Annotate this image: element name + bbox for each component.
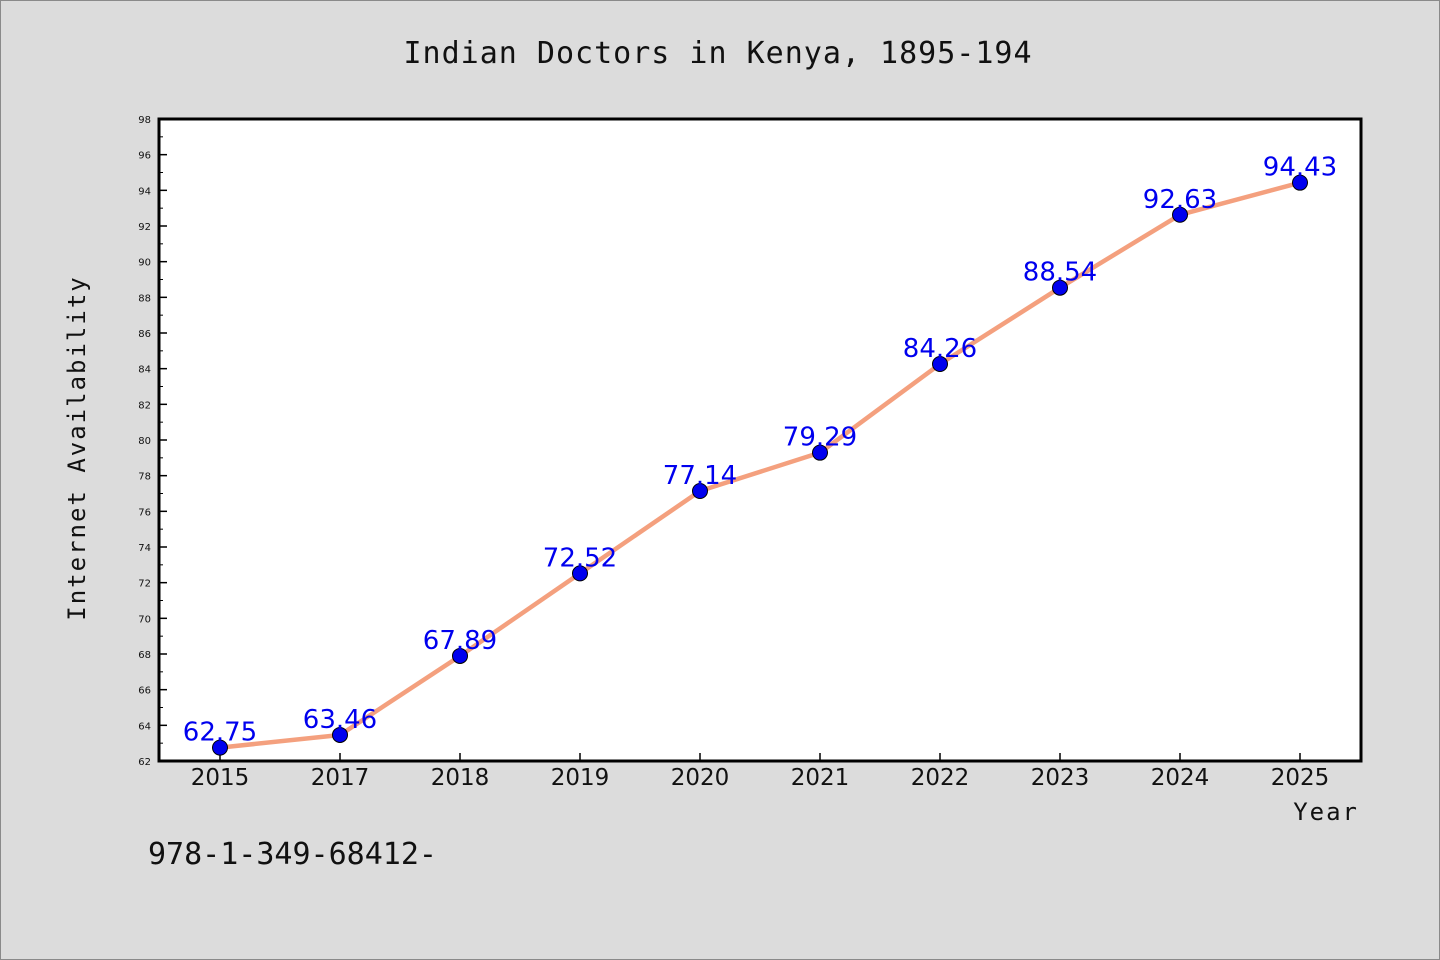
isbn-text: 978-1-349-68412- bbox=[148, 837, 437, 872]
y-tick-label: 92 bbox=[138, 222, 151, 233]
y-tick-label: 80 bbox=[138, 436, 151, 447]
x-tick-label: 2023 bbox=[1031, 765, 1090, 791]
data-label: 63.46 bbox=[303, 705, 377, 735]
y-tick-label: 62 bbox=[138, 757, 151, 768]
data-label: 77.14 bbox=[663, 461, 737, 491]
data-label: 79.29 bbox=[783, 423, 857, 453]
chart-title: Indian Doctors in Kenya, 1895-194 bbox=[403, 36, 1032, 71]
data-labels: 62.75 63.46 67.89 72.52 77.14 79.29 84.26 88.54… bbox=[183, 153, 1337, 748]
data-points bbox=[212, 174, 1308, 756]
x-axis-ticks: 2015 2017 2018 2019 2020 2021 2022 2023 2024 2025 bbox=[191, 753, 1330, 791]
data-point bbox=[572, 565, 588, 582]
y-tick-label: 64 bbox=[138, 721, 151, 732]
y-tick-label: 76 bbox=[138, 507, 151, 518]
data-point bbox=[812, 444, 828, 461]
data-point bbox=[332, 726, 348, 743]
y-tick-label: 88 bbox=[138, 293, 151, 304]
data-label: 84.26 bbox=[903, 334, 977, 364]
y-tick-label: 66 bbox=[138, 686, 151, 697]
x-tick-label: 2020 bbox=[671, 765, 730, 791]
data-point bbox=[212, 739, 228, 756]
data-label: 67.89 bbox=[423, 626, 497, 656]
data-label: 88.54 bbox=[1023, 258, 1097, 288]
y-tick-label: 96 bbox=[138, 151, 151, 162]
data-point bbox=[1292, 174, 1308, 191]
x-tick-label: 2021 bbox=[791, 765, 850, 791]
x-tick-label: 2022 bbox=[911, 765, 970, 791]
x-tick-label: 2024 bbox=[1151, 765, 1210, 791]
y-tick-label: 82 bbox=[138, 400, 151, 411]
x-axis-label: Year bbox=[1293, 798, 1359, 826]
y-tick-label: 72 bbox=[138, 579, 151, 590]
x-tick-label: 2018 bbox=[431, 765, 490, 791]
y-tick-label: 94 bbox=[138, 186, 151, 197]
x-tick-label: 2015 bbox=[191, 765, 250, 791]
data-point bbox=[1172, 206, 1188, 223]
data-point bbox=[932, 356, 948, 373]
y-tick-label: 74 bbox=[138, 543, 151, 554]
x-tick-label: 2017 bbox=[311, 765, 370, 791]
data-label: 62.75 bbox=[183, 718, 257, 748]
y-tick-label: 86 bbox=[138, 329, 151, 340]
x-tick-label: 2019 bbox=[551, 765, 610, 791]
y-tick-label: 78 bbox=[138, 472, 151, 483]
data-point bbox=[692, 483, 708, 500]
data-point bbox=[452, 647, 468, 664]
data-point bbox=[1052, 279, 1068, 296]
y-tick-label: 70 bbox=[138, 614, 151, 625]
data-label: 94.43 bbox=[1263, 153, 1337, 183]
y-axis-label: Internet Availability bbox=[63, 275, 91, 620]
y-axis-ticks: 62 64 66 68 70 72 74 76 78 80 82 84 86 88 90 92 94 96 98 bbox=[138, 115, 167, 768]
data-label: 92.63 bbox=[1143, 185, 1217, 215]
y-tick-label: 90 bbox=[138, 258, 151, 269]
data-label: 72.52 bbox=[543, 543, 617, 573]
y-tick-label: 98 bbox=[138, 115, 151, 126]
y-tick-label: 68 bbox=[138, 650, 151, 661]
y-tick-label: 84 bbox=[138, 365, 151, 376]
x-tick-label: 2025 bbox=[1271, 765, 1330, 791]
series-line bbox=[219, 180, 1301, 750]
